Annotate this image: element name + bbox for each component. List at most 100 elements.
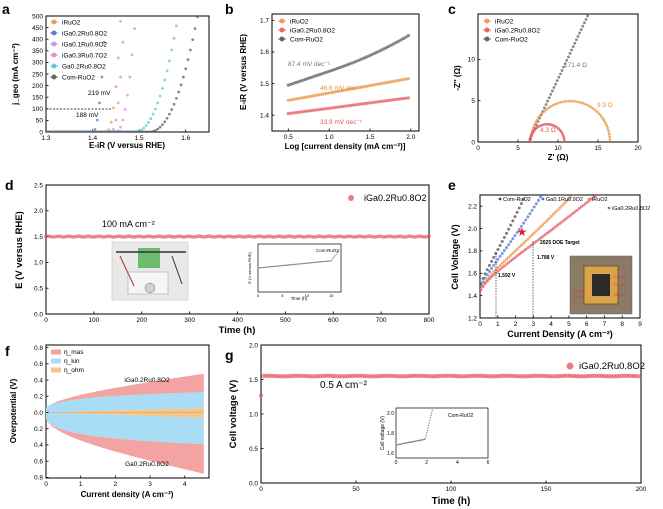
panel-e-point bbox=[546, 185, 549, 188]
panel-a: a 1.3 1.4 1.5 1.6 0 50 100 150 200 250 300 350 400 45… bbox=[2, 1, 210, 150]
panel-e-point bbox=[573, 191, 576, 194]
panel-e-point bbox=[532, 231, 536, 235]
panel-c-point bbox=[544, 103, 548, 106]
panel-e-xtick-label: 4 bbox=[549, 321, 553, 328]
panel-e-xtick-label: 8 bbox=[620, 321, 624, 328]
panel-b-point bbox=[343, 64, 347, 68]
panel-b-point bbox=[396, 39, 401, 43]
panel-e-point bbox=[528, 244, 532, 248]
panel-b-point bbox=[382, 47, 386, 51]
panel-d-inset-xtick: 5 bbox=[281, 293, 284, 298]
panel-b-xtick-label: 0.5 bbox=[284, 134, 293, 141]
panel-a-point bbox=[74, 130, 78, 132]
panel-a-point bbox=[65, 130, 69, 132]
panel-b-point bbox=[355, 59, 359, 63]
panel-d-inset-point bbox=[295, 263, 297, 265]
panel-e-point bbox=[539, 225, 543, 229]
panel-e-point bbox=[554, 210, 558, 214]
panel-e-point bbox=[564, 217, 568, 221]
panel-b-point bbox=[335, 89, 339, 94]
panel-f-kin-band-top bbox=[46, 392, 204, 413]
panel-c-point bbox=[535, 123, 538, 127]
panel-a-point bbox=[147, 121, 150, 124]
panel-b-point bbox=[362, 85, 366, 89]
panel-g-ylabel: Cell voltage (V) bbox=[228, 380, 239, 449]
panel-e-point bbox=[530, 233, 534, 237]
panel-e-ylabel: Cell Voltage (V) bbox=[450, 224, 460, 289]
panel-g-legend-marker bbox=[566, 362, 574, 370]
panel-e-point bbox=[522, 249, 526, 253]
panel-a-point bbox=[126, 93, 129, 97]
panel-d-inset-point bbox=[315, 261, 318, 263]
panel-a-point bbox=[93, 127, 97, 131]
panel-a-xlabel: E-iR (V versus RHE) bbox=[89, 141, 165, 150]
panel-c-point bbox=[555, 79, 559, 83]
panel-e-point bbox=[582, 182, 585, 185]
panel-b-point bbox=[296, 110, 300, 114]
panel-a-point bbox=[154, 129, 157, 132]
panel-b-point bbox=[330, 90, 335, 94]
panel-a-point bbox=[123, 108, 127, 111]
panel-a-point bbox=[98, 101, 101, 105]
panel-c-point bbox=[543, 106, 546, 110]
panel-b-point bbox=[352, 103, 357, 107]
panel-e-point bbox=[485, 273, 489, 277]
panel-c-xtick-label: 5 bbox=[516, 145, 520, 152]
panel-e-point bbox=[509, 253, 513, 257]
panel-b-point bbox=[340, 65, 344, 69]
panel-a-point bbox=[116, 130, 120, 132]
panel-a-point bbox=[149, 117, 153, 121]
panel-b-frame bbox=[271, 13, 420, 132]
panel-a-point bbox=[147, 130, 150, 132]
panel-d-inset-point bbox=[329, 260, 331, 262]
panel-d-inset-ylabel: E (V versus RHE) bbox=[247, 252, 252, 284]
panel-g-inset-point bbox=[428, 422, 430, 424]
panel-d-inset-point bbox=[257, 267, 259, 269]
panel-e-point bbox=[536, 238, 540, 242]
panel-e-point bbox=[564, 199, 568, 203]
panel-d-xtick-label: 0 bbox=[44, 317, 48, 324]
panel-e-point bbox=[542, 195, 544, 196]
panel-d-inset-point bbox=[334, 255, 336, 257]
panel-e-point bbox=[490, 259, 494, 263]
panel-b-point bbox=[374, 50, 379, 55]
panel-e-point bbox=[614, 178, 617, 181]
panel-g-xtick-label: 50 bbox=[352, 486, 360, 493]
panel-a-ylabel: j_geo (mA cm⁻²) bbox=[11, 43, 20, 106]
panel-c-point bbox=[538, 114, 542, 118]
panel-b-point bbox=[350, 61, 354, 65]
panel-a-point bbox=[181, 75, 185, 79]
panel-d-inset-point bbox=[314, 261, 317, 264]
panel-e-point bbox=[481, 285, 485, 289]
panel-a-legend-entry: iGa0.3Ru0.7O2 bbox=[62, 52, 108, 59]
panel-a-point bbox=[109, 130, 113, 132]
panel-d-inset-point bbox=[260, 266, 263, 269]
panel-b-point bbox=[401, 36, 406, 41]
panel-a-point bbox=[144, 124, 148, 128]
panel-g-inset-point bbox=[424, 437, 427, 439]
panel-b-point bbox=[387, 80, 391, 84]
panel-c-point bbox=[568, 52, 572, 55]
panel-f-legend-swatch bbox=[51, 367, 61, 373]
panel-d-inset-point bbox=[273, 265, 275, 268]
panel-a-legend-entry: iGa0.1Ru0.9O2 bbox=[62, 41, 108, 48]
panel-g-inset-xtick: 4 bbox=[456, 460, 459, 466]
panel-c-point bbox=[608, 138, 612, 141]
panel-g-inset-ytick: 2.0 bbox=[387, 411, 394, 417]
panel-c-point bbox=[586, 103, 590, 107]
panel-a-point bbox=[168, 112, 171, 116]
panel-d-inset-point bbox=[289, 264, 291, 266]
panel-e-point bbox=[526, 215, 530, 219]
panel-a-ytick-label: 500 bbox=[32, 13, 43, 20]
panel-e-point bbox=[534, 229, 538, 233]
panel-g-legend-text: iGa0.2Ru0.8O2 bbox=[579, 361, 645, 372]
panel-d-ytick-label: 2.0 bbox=[34, 208, 43, 215]
panel-e-point bbox=[583, 202, 587, 206]
panel-b-point bbox=[384, 46, 388, 50]
panel-b-point bbox=[384, 81, 388, 85]
panel-b-point bbox=[352, 86, 357, 90]
panel-e-point bbox=[532, 241, 536, 245]
panel-a-point bbox=[170, 48, 174, 52]
panel-a-point bbox=[165, 116, 169, 120]
panel-c-ytick-label: 0 bbox=[471, 139, 475, 146]
